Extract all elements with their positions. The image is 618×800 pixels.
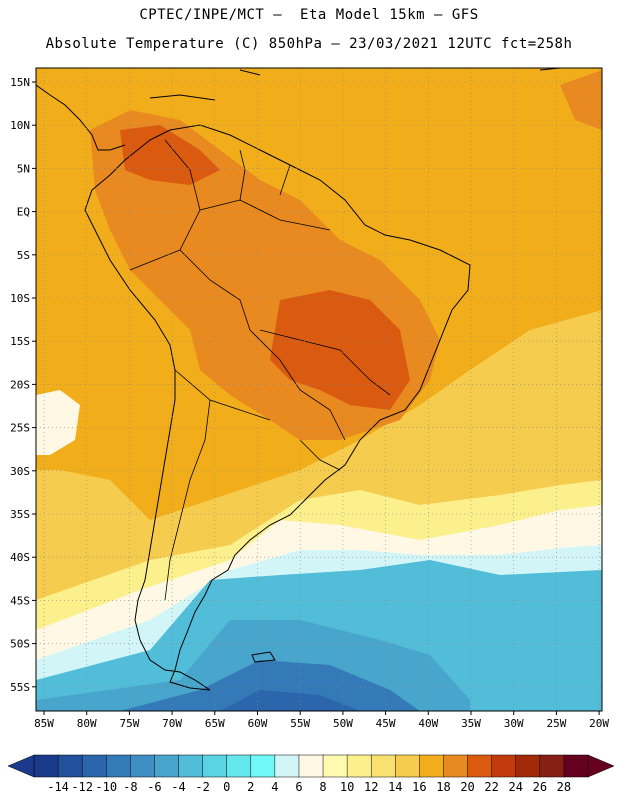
lon-label: 70W [162,717,182,730]
colorbar-swatch [467,754,493,778]
lat-label: 15N [10,76,30,89]
lon-label: 25W [546,717,566,730]
colorbar-swatch [298,754,324,778]
south-america-coast [84,124,471,691]
lat-label: 10S [10,292,30,305]
colorbar: -14 -12 -10 -8 -6 -4 -2 0 2 4 6 8 10 12 14 16 18 20 22 24 26… [7,754,615,794]
lat-label: 15S [10,335,30,348]
lat-label: 30S [10,465,30,478]
colorbar-swatch [395,754,421,778]
colorbar-swatch [57,754,83,778]
colorbar-label: -8 [123,780,137,794]
colorbar-label: 14 [388,780,402,794]
colorbar-swatch [81,754,108,778]
colorbar-label: 22 [484,780,498,794]
lon-label: 20W [589,717,609,730]
colorbar-label: 28 [557,780,571,794]
central-america-coast [36,84,126,151]
colorbar-label: 2 [247,780,254,794]
field-band-minus6 [120,660,420,711]
field-band-22-atlantic [560,70,602,130]
colorbar-label: 20 [460,780,474,794]
colorbar-label: 18 [436,780,450,794]
colorbar-label: 12 [364,780,378,794]
colorbar-label: -12 [71,780,93,794]
lat-label: 10N [10,119,30,132]
colorbar-swatch [226,754,252,778]
coastlines [36,68,561,691]
lat-label: 20S [10,378,30,391]
colorbar-swatch [443,754,469,778]
map-subtitle: Absolute Temperature (C) 850hPa – 23/03/… [45,36,573,52]
colorbar-swatch [515,754,541,778]
colorbar-swatch [346,754,372,778]
lon-label: 55W [290,717,310,730]
falklands [251,651,276,663]
colorbar-label: -14 [47,780,69,794]
lon-label: 60W [248,717,268,730]
map-frame [35,67,603,712]
colorbar-swatch [539,754,565,778]
colorbar-swatch [202,754,228,778]
lon-label: 40W [418,717,438,730]
colorbar-label: 8 [319,780,326,794]
colorbar-label: 16 [412,780,426,794]
colorbar-swatch [274,754,300,778]
country-borders [129,139,391,601]
colorbar-label: 10 [340,780,354,794]
colorbar-low-arrow [7,754,35,778]
lon-label: 80W [77,717,97,730]
lon-label: 30W [504,717,524,730]
colorbar-swatch [370,754,397,778]
lon-label: 75W [119,717,139,730]
lon-label: 50W [333,717,353,730]
lat-label: 35S [10,508,30,521]
colorbar-label: -4 [171,780,185,794]
colorbar-label: -2 [195,780,209,794]
field-band-22-north [120,125,220,185]
colorbar-label: 24 [509,780,523,794]
field-band-coast-west [36,390,80,455]
colorbar-label: -10 [95,780,117,794]
colorbar-swatch [419,754,445,778]
lat-label: EQ [17,206,30,219]
colorbar-label: 0 [223,780,230,794]
colorbar-label: -6 [147,780,161,794]
colorbar-swatch [130,754,156,778]
lat-label: 50S [10,638,30,651]
map-title: CPTEC/INPE/MCT – Eta Model 15km – GFS [139,7,479,23]
lon-label: 35W [461,717,481,730]
lat-label: 25S [10,422,30,435]
colorbar-swatch [106,754,132,778]
colorbar-swatch [178,754,204,778]
colorbar-swatch [491,754,517,778]
colorbar-swatch [154,754,180,778]
colorbar-swatch [33,754,59,778]
lat-label: 40S [10,551,30,564]
lon-label: 65W [205,717,225,730]
lon-label: 45W [376,717,396,730]
colorbar-swatch [250,754,276,778]
lat-label: 55S [10,681,30,694]
latitude-axis: 15N 10N 5N EQ 5S 10S 15S 20S 25S 30S 35S 40S 45S 50S 5… [10,76,36,694]
lat-label: 45S [10,594,30,607]
colorbar-label: 6 [295,780,302,794]
longitude-axis: 85W 80W 75W 70W 65W 60W 55W 50W 45W 40W 35W 30W 25W 2… [34,711,609,730]
lat-label: 5S [17,249,30,262]
colorbar-swatch [322,754,348,778]
lat-label: 5N [17,162,30,175]
colorbar-swatch [563,754,589,778]
colorbar-label: 4 [271,780,278,794]
colorbar-label: 26 [533,780,547,794]
field-band-minus10 [220,690,360,711]
lon-label: 85W [34,717,54,730]
colorbar-high-arrow [587,754,615,778]
